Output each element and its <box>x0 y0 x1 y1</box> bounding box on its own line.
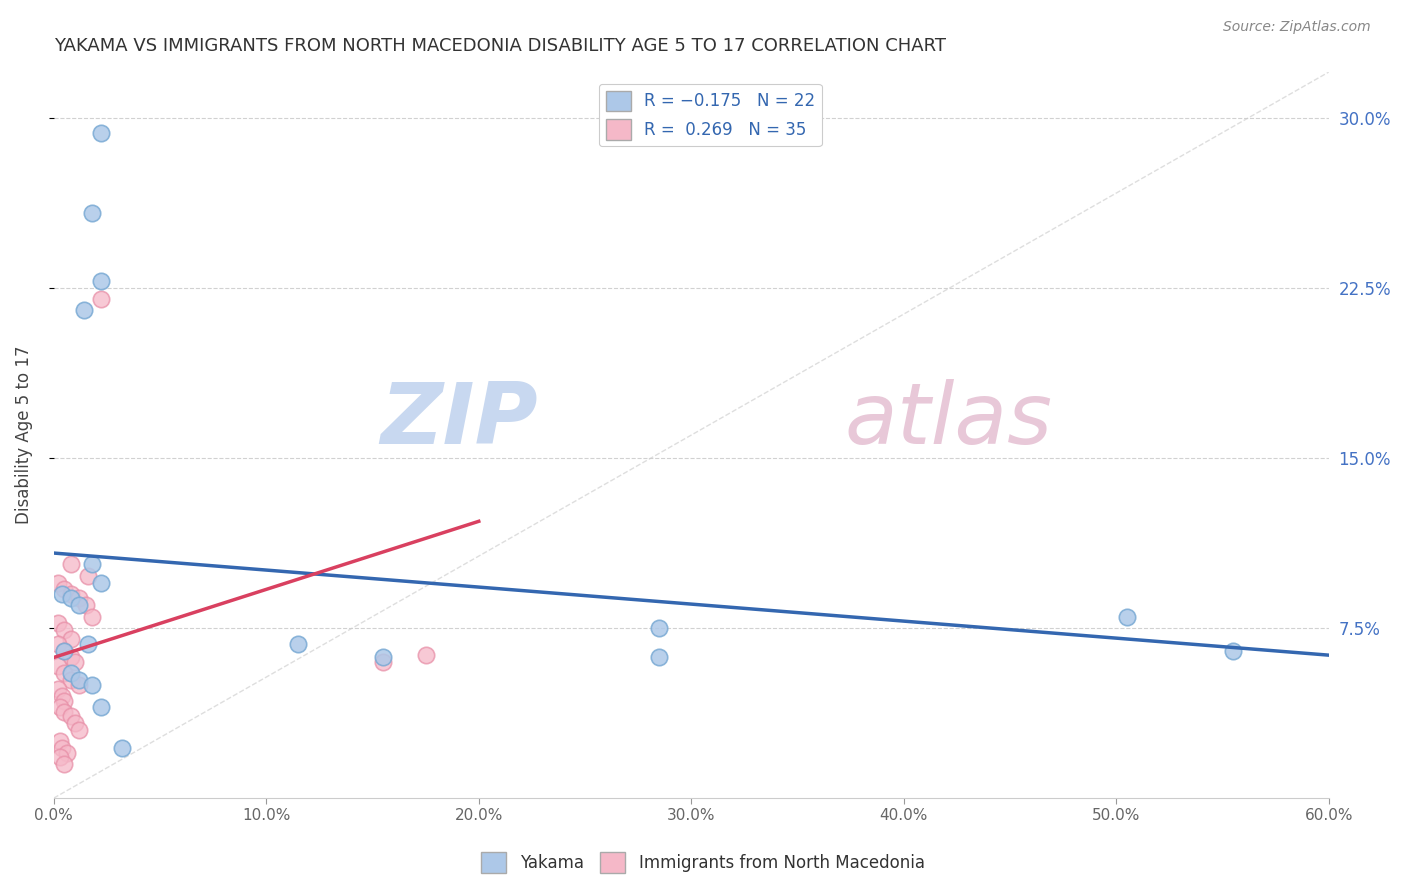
Point <box>53 666 76 681</box>
Legend: Yakama, Immigrants from North Macedonia: Yakama, Immigrants from North Macedonia <box>475 846 931 880</box>
Point <box>75 599 97 613</box>
Point <box>46 616 69 631</box>
Point <box>90 292 112 306</box>
Point <box>46 682 69 697</box>
Point <box>46 659 69 673</box>
Point <box>80 678 103 692</box>
Point <box>63 655 86 669</box>
Point <box>46 575 69 590</box>
Point <box>76 568 98 582</box>
Point <box>67 599 90 613</box>
Text: Source: ZipAtlas.com: Source: ZipAtlas.com <box>1223 20 1371 34</box>
Text: atlas: atlas <box>844 379 1052 462</box>
Legend: R = −0.175   N = 22, R =  0.269   N = 35: R = −0.175 N = 22, R = 0.269 N = 35 <box>599 84 821 146</box>
Point <box>59 591 82 606</box>
Point <box>67 678 90 692</box>
Point <box>287 637 309 651</box>
Point <box>55 746 77 760</box>
Point <box>51 741 73 756</box>
Point <box>90 575 112 590</box>
Point <box>53 623 76 637</box>
Point <box>53 582 76 597</box>
Point <box>415 648 437 662</box>
Point <box>53 643 76 657</box>
Point <box>59 709 82 723</box>
Text: ZIP: ZIP <box>381 379 538 462</box>
Point <box>80 558 103 572</box>
Point <box>648 621 671 635</box>
Point <box>90 700 112 714</box>
Point <box>111 741 134 756</box>
Point <box>1115 609 1137 624</box>
Point <box>51 689 73 703</box>
Text: YAKAMA VS IMMIGRANTS FROM NORTH MACEDONIA DISABILITY AGE 5 TO 17 CORRELATION CHA: YAKAMA VS IMMIGRANTS FROM NORTH MACEDONI… <box>53 37 946 55</box>
Point <box>67 723 90 737</box>
Point <box>49 734 72 748</box>
Point <box>46 637 69 651</box>
Point <box>648 650 671 665</box>
Point <box>80 206 103 220</box>
Y-axis label: Disability Age 5 to 17: Disability Age 5 to 17 <box>15 346 32 524</box>
Point <box>90 274 112 288</box>
Point <box>53 757 76 772</box>
Point <box>373 650 395 665</box>
Point <box>1222 643 1244 657</box>
Point <box>53 643 76 657</box>
Point <box>49 700 72 714</box>
Point <box>67 673 90 687</box>
Point <box>373 655 395 669</box>
Point <box>67 591 90 606</box>
Point <box>72 303 94 318</box>
Point <box>80 609 103 624</box>
Point <box>51 587 73 601</box>
Point <box>59 666 82 681</box>
Point <box>53 705 76 719</box>
Point <box>59 587 82 601</box>
Point <box>76 637 98 651</box>
Point <box>59 632 82 647</box>
Point <box>59 558 82 572</box>
Point <box>90 127 112 141</box>
Point <box>59 650 82 665</box>
Point <box>63 716 86 731</box>
Point <box>53 693 76 707</box>
Point <box>59 673 82 687</box>
Point <box>49 750 72 764</box>
